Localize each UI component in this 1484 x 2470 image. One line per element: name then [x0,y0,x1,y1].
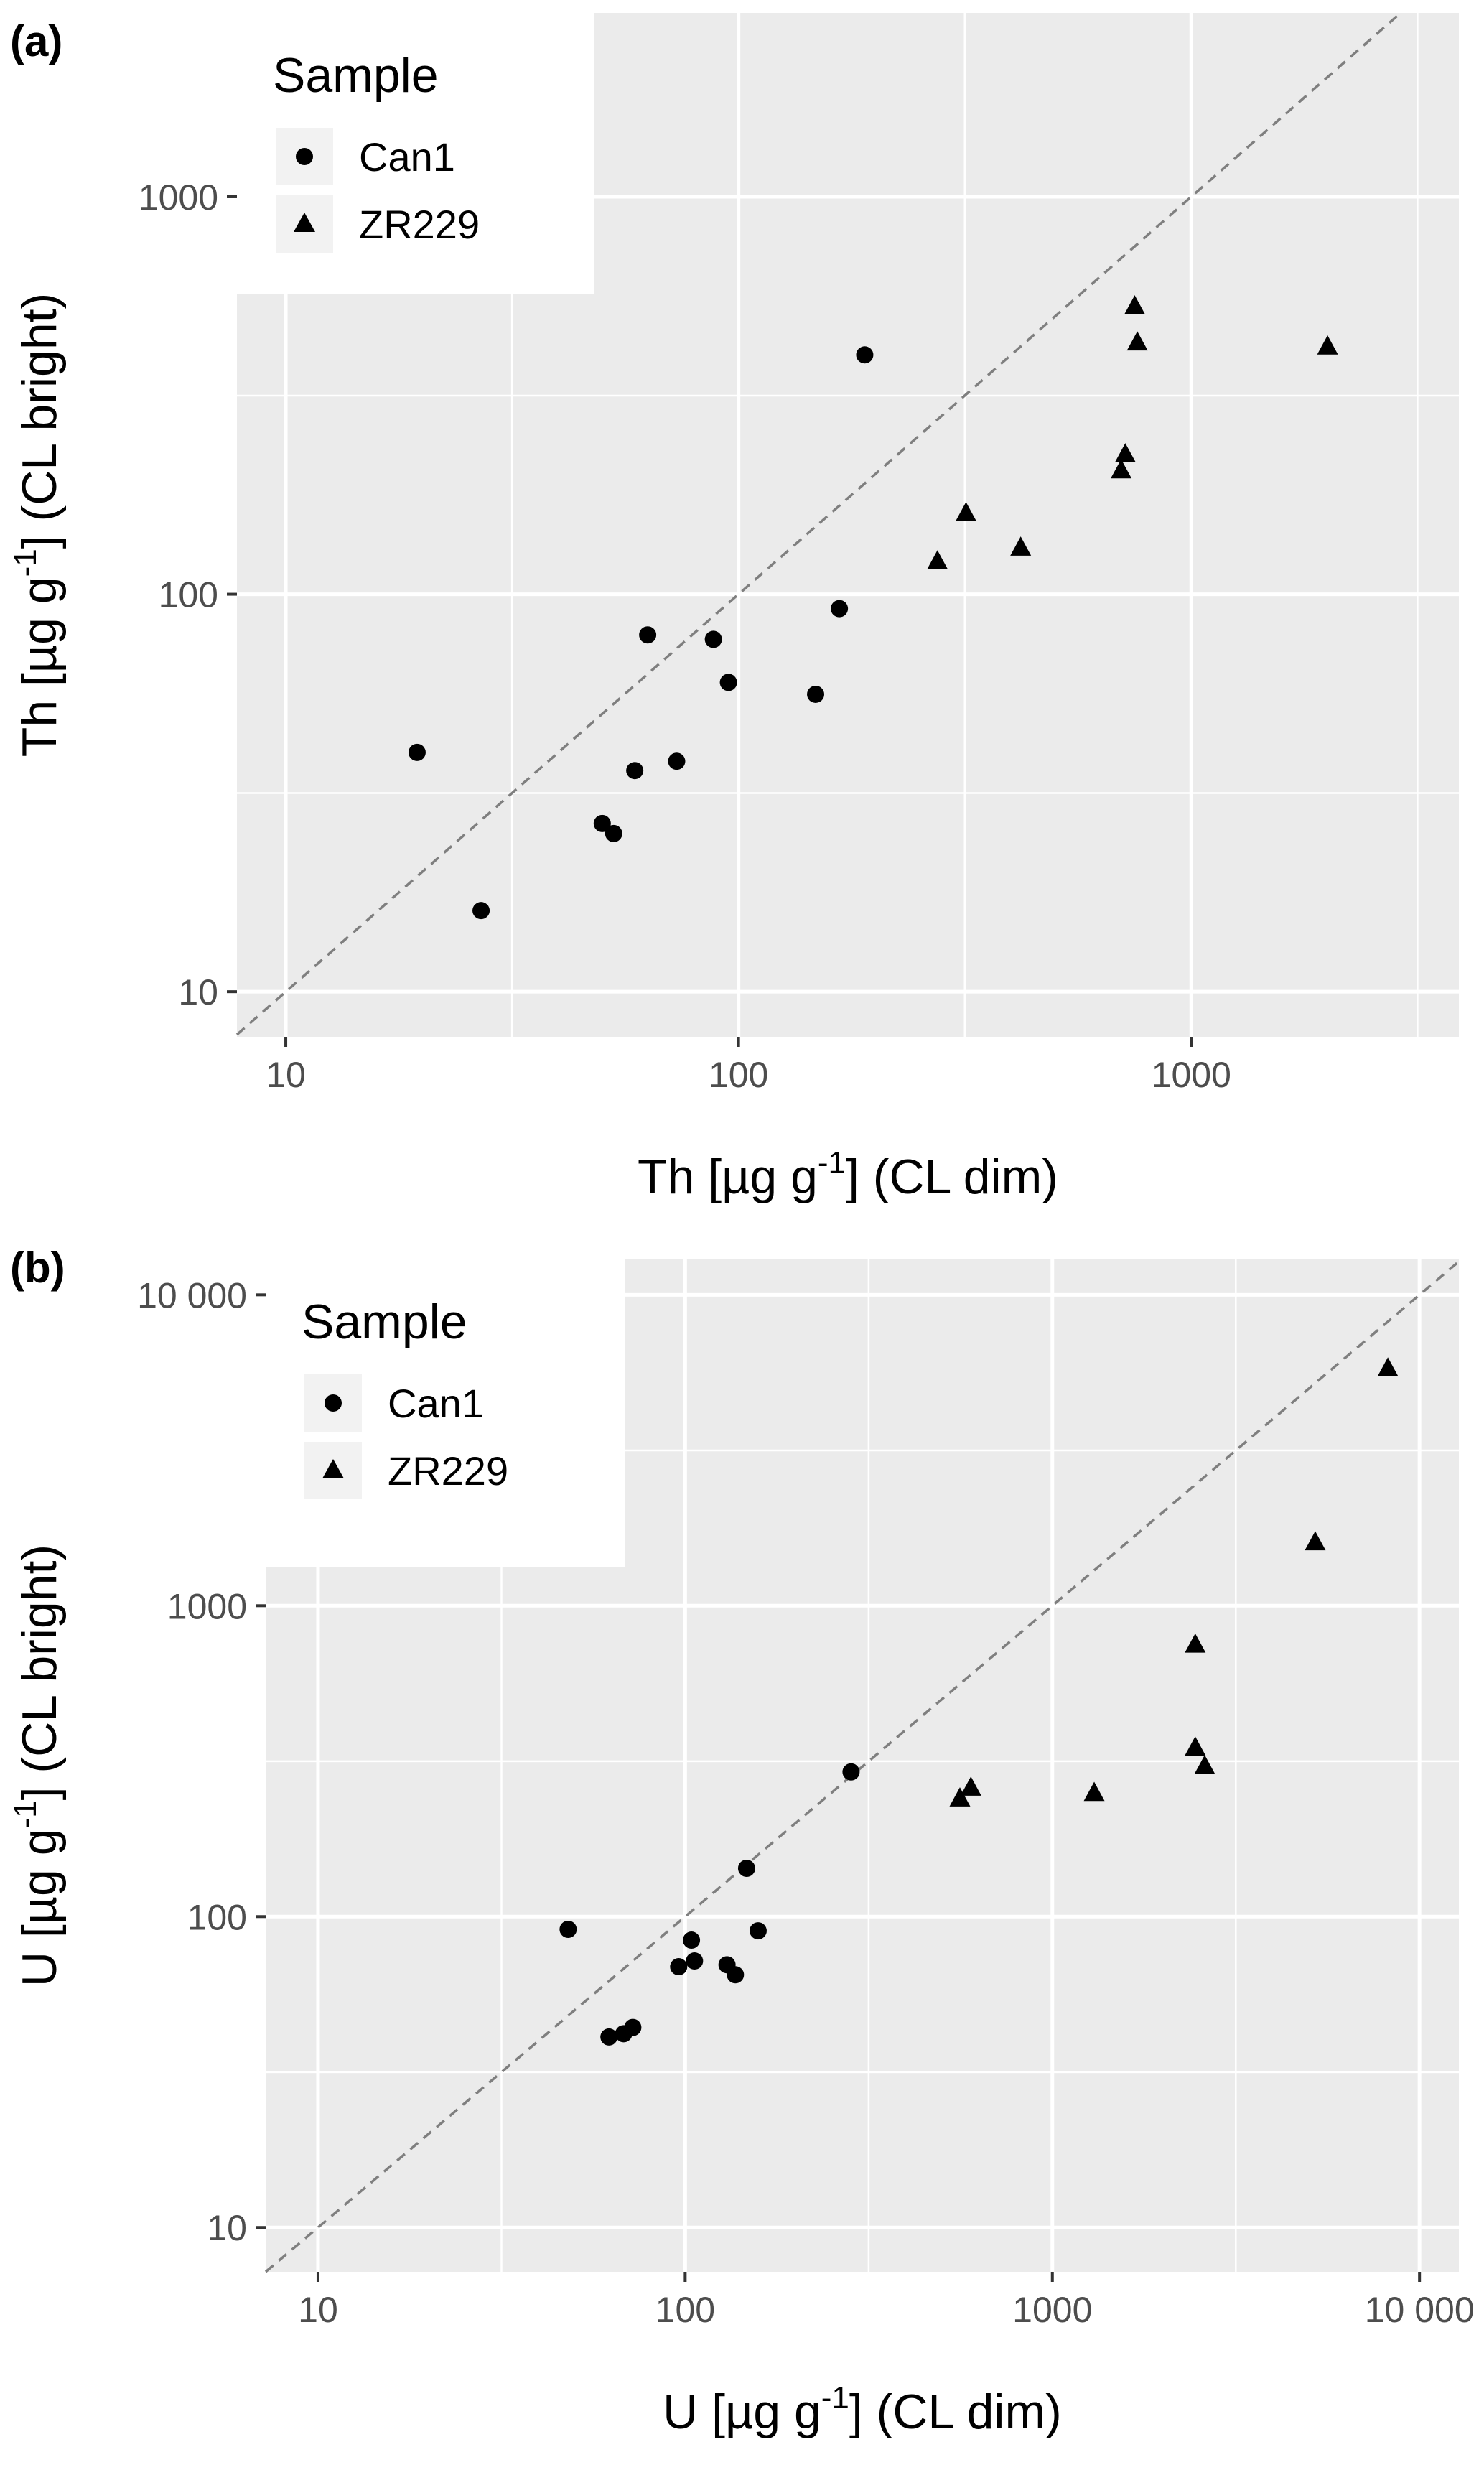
y-tick-label: 10 000 [137,1275,247,1315]
legend-key-can1-icon [325,1394,342,1412]
data-point-can1 [683,1931,701,1949]
data-point-zr229 [1317,335,1338,355]
data-point-zr229 [1114,443,1136,462]
y-tick-label: 10 [207,2208,247,2248]
data-point-zr229 [1185,1633,1206,1653]
data-point-can1 [605,824,622,842]
x-tick-label: 1000 [1012,2290,1092,2330]
y-tick-label: 10 [178,972,218,1012]
data-point-zr229 [1010,536,1032,556]
data-point-can1 [831,600,849,618]
data-point-can1 [593,814,611,832]
x-axis-title: U [µg g-1] (CL dim) [663,2380,1062,2439]
data-point-can1 [686,1952,704,1970]
legend-label: Can1 [359,134,455,180]
chart-b: Sample Can1 ZR229 10 100 1000 10 000 10 100 1000 1… [8,1244,1475,2439]
y-tick-label: 1000 [167,1586,247,1626]
data-point-zr229 [1083,1781,1105,1802]
legend-label: ZR229 [359,202,480,247]
data-point-can1 [668,752,686,770]
data-point-can1 [670,1958,688,1976]
data-point-can1 [856,346,874,364]
legend-label: Can1 [388,1381,484,1426]
data-point-zr229 [927,550,948,569]
data-point-zr229 [1124,295,1145,314]
legend-key-can1-icon [296,148,313,165]
data-point-can1 [842,1763,860,1781]
legend-title: Sample [273,48,439,103]
data-point-can1 [600,2028,618,2046]
data-point-zr229 [1185,1736,1206,1756]
one-to-one-reference-line [264,1260,1460,2273]
data-point-can1 [408,743,426,761]
data-point-can1 [624,2018,642,2036]
data-point-zr229 [960,1776,981,1796]
data-point-zr229 [1111,459,1132,479]
x-tick-label: 10 000 [1365,2290,1475,2330]
data-point-can1 [807,685,825,703]
panel-label: (b) [10,1244,65,1292]
panel-a: Sample Can1 ZR229 10 100 1000 10 100 1000 Th [µg … [8,11,1459,1204]
y-tick-label: 1000 [139,177,218,218]
data-point-zr229 [1377,1357,1399,1377]
chart-a: Sample Can1 ZR229 10 100 1000 10 100 1000 Th [µg … [8,11,1459,1204]
data-point-can1 [559,1920,577,1938]
data-point-zr229 [955,502,976,521]
data-point-can1 [737,1860,755,1878]
data-point-can1 [704,630,722,648]
data-point-can1 [639,626,657,644]
x-tick-label: 100 [655,2290,715,2330]
x-tick-label: 10 [266,1055,306,1095]
legend-title: Sample [302,1295,467,1349]
data-point-can1 [626,762,644,780]
legend-label: ZR229 [388,1448,508,1493]
y-tick-label: 100 [187,1897,247,1937]
data-point-can1 [719,674,737,691]
y-axis-title: U [µg g-1] (CL bright) [8,1544,67,1987]
x-tick-label: 10 [298,2290,338,2330]
legend-key-zr229-icon [322,1459,344,1478]
data-point-can1 [727,1966,745,1984]
data-point-zr229 [1305,1531,1326,1551]
data-point-zr229 [949,1787,971,1807]
data-point-zr229 [1194,1755,1215,1774]
x-axis-title: Th [µg g-1] (CL dim) [638,1145,1058,1204]
y-tick-label: 100 [159,575,218,615]
panel-label: (a) [10,17,62,65]
data-point-zr229 [1126,331,1148,351]
data-point-can1 [472,902,490,920]
y-axis-title: Th [µg g-1] (CL bright) [8,293,67,757]
x-tick-label: 1000 [1152,1055,1231,1095]
panel-b: Sample Can1 ZR229 10 100 1000 10 000 10 100 1000 1… [0,1235,1484,2470]
data-point-can1 [749,1922,767,1940]
legend-key-zr229-icon [294,213,315,232]
x-tick-label: 100 [709,1055,768,1095]
